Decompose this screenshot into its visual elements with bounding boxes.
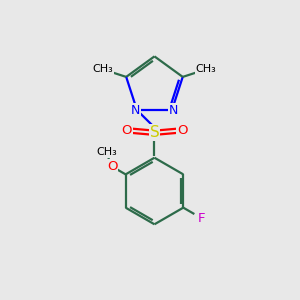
Text: O: O <box>177 124 187 137</box>
Text: CH₃: CH₃ <box>97 147 117 157</box>
Text: O: O <box>122 124 132 137</box>
Text: CH₃: CH₃ <box>196 64 217 74</box>
Text: S: S <box>150 125 159 140</box>
Text: CH₃: CH₃ <box>92 64 113 74</box>
Text: N: N <box>131 103 140 117</box>
Text: N: N <box>169 103 178 117</box>
Text: O: O <box>107 160 118 173</box>
Text: F: F <box>198 212 205 225</box>
